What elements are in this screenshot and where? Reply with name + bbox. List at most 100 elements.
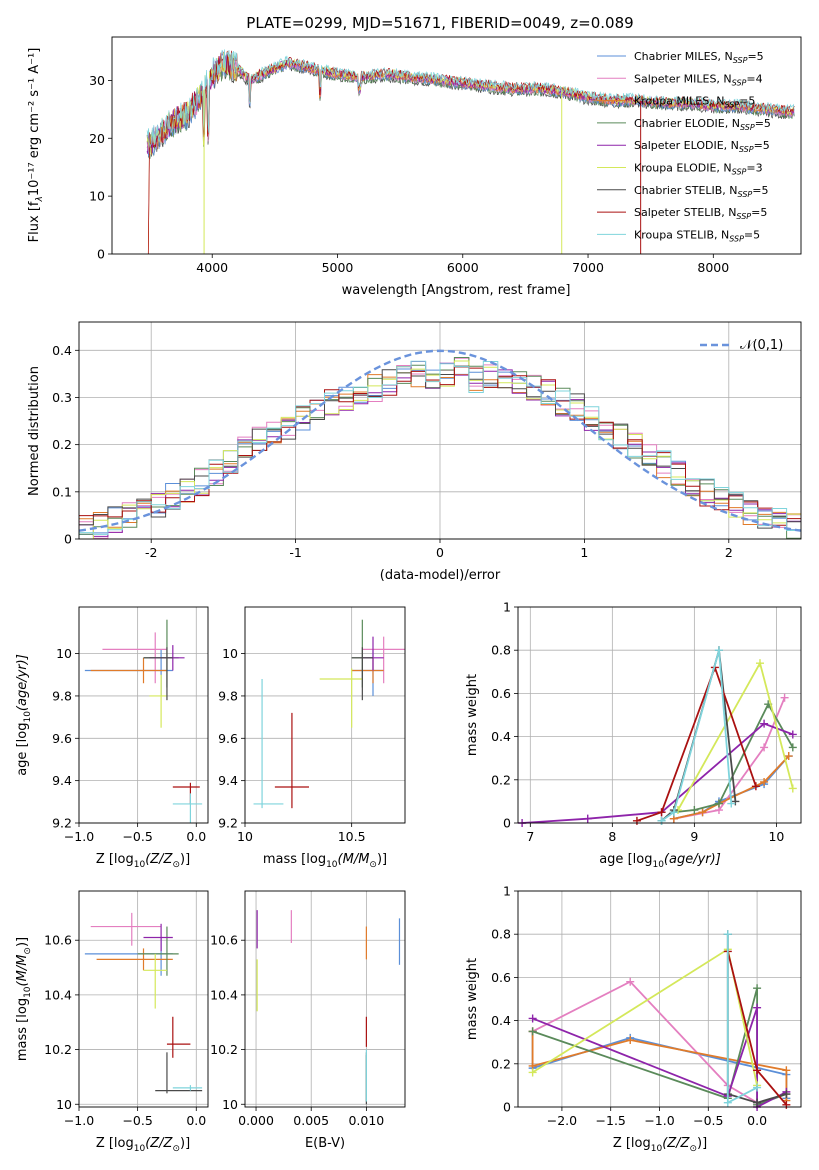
series-marker — [528, 1068, 537, 1077]
series-marker — [782, 1090, 791, 1099]
point-1 — [362, 636, 405, 684]
panel-mass_vs_Z: −1.0 −0.5 0.0 10 10.2 10.4 10.6 Z [log10(Z/Z⊙)]… — [15, 890, 209, 1154]
gridlines — [518, 606, 801, 824]
legend-entry: Salpeter ELODIE, NSSP=5 — [634, 139, 770, 154]
y-tick-label: 10.4 — [44, 987, 72, 1002]
series-5 — [528, 945, 762, 1090]
x-tick-label: 10 — [237, 829, 253, 844]
x-axis-label: age [log10(age/yr)] — [599, 852, 721, 870]
x-tick-label: -1 — [289, 545, 301, 560]
point-5 — [149, 674, 167, 728]
point-7 — [172, 782, 200, 804]
point-0 — [84, 649, 173, 696]
legend-entry: Chabrier STELIB, NSSP=5 — [634, 184, 768, 199]
panel-residuals: -2 -1 0 1 2 0 0.1 0.2 0.3 0.4 (data-model)/error No… — [27, 321, 802, 583]
gridlines — [79, 322, 801, 540]
legend-entry: Salpeter STELIB, NSSP=5 — [634, 206, 767, 221]
y-tick-label: 9.8 — [218, 688, 238, 703]
legend-entry: Chabrier ELODIE, NSSP=5 — [634, 117, 771, 132]
y-tick-label: 0.4 — [52, 343, 72, 358]
series-marker — [528, 1027, 537, 1036]
y-tick-label: 0.4 — [491, 729, 511, 744]
gridlines — [78, 891, 208, 1107]
y-tick-label: 9.2 — [52, 816, 72, 831]
y-tick-label: 9.4 — [218, 773, 238, 788]
axes-frame — [78, 606, 209, 824]
x-tick-label: −0.5 — [122, 829, 152, 844]
series-marker — [669, 808, 678, 817]
axes-frame — [78, 321, 802, 540]
axes-frame — [244, 606, 406, 824]
series-marker — [698, 808, 707, 817]
histogram-8 — [79, 360, 801, 539]
x-tick-label: 2 — [725, 545, 733, 560]
y-tick-label: 10.2 — [44, 1042, 72, 1057]
series-marker — [528, 1014, 537, 1023]
gridlines — [244, 607, 405, 824]
y-tick-label: 30 — [89, 73, 105, 88]
series-marker — [626, 1036, 635, 1045]
series-marker — [780, 693, 789, 702]
x-tick-label: 10 — [768, 829, 784, 844]
point-8 — [172, 1085, 203, 1091]
x-axis-label: Z [log10(Z/Z⊙)] — [96, 852, 190, 870]
series-line — [661, 649, 737, 822]
x-tick-label: 10.5 — [338, 829, 366, 844]
series-7 — [632, 663, 760, 825]
y-tick-label: 10 — [56, 1097, 72, 1112]
x-axis-label: E(B-V) — [305, 1136, 345, 1151]
series-marker — [782, 1100, 791, 1109]
y-tick-label: 10 — [222, 1097, 238, 1112]
series-line — [661, 649, 733, 822]
panel-weight_vs_Z: −2.0 −1.5 −1.0 −0.5 0.0 0 0.2 0.4 0.6 0.8 1 mass we… — [465, 884, 802, 1154]
y-axis-label: mass weight — [465, 958, 480, 1040]
panel-spectrum: 4000 5000 6000 7000 8000 0 10 20 30 wavelength [A… — [27, 36, 802, 298]
point-6 — [155, 1052, 203, 1094]
x-tick-label: −0.5 — [122, 1113, 152, 1128]
y-tick-label: 10.6 — [210, 933, 238, 948]
series-marker — [760, 719, 769, 728]
x-axis-label: Z [log10(Z/Z⊙)] — [96, 1136, 190, 1154]
point-0 — [351, 649, 384, 696]
x-tick-label: 0 — [436, 545, 444, 560]
point-6 — [351, 647, 373, 701]
y-tick-label: 10 — [56, 646, 72, 661]
x-tick-label: -2 — [145, 545, 157, 560]
point-4 — [143, 923, 173, 952]
legend-entry: Chabrier MILES, NSSP=5 — [634, 50, 764, 65]
series-marker — [782, 1066, 791, 1075]
histogram-6 — [79, 365, 801, 539]
axes-frame — [517, 606, 802, 824]
x-axis-label: wavelength [Angstrom, rest frame] — [342, 283, 571, 298]
series-marker — [753, 1083, 762, 1092]
point-1 — [90, 912, 162, 946]
series-marker — [731, 797, 740, 806]
x-tick-label: 9 — [690, 829, 698, 844]
point-7 — [166, 1016, 191, 1058]
series-marker — [784, 752, 793, 761]
point-8 — [172, 793, 203, 823]
y-tick-label: 0 — [503, 816, 511, 831]
y-tick-label: 0 — [97, 247, 105, 262]
point-2 — [96, 948, 173, 971]
axes-frame — [517, 890, 802, 1108]
figure-title: PLATE=0299, MJD=51671, FIBERID=0049, z=0… — [246, 14, 633, 32]
series-line — [673, 697, 786, 820]
gridlines — [245, 891, 405, 1107]
series-marker — [723, 1098, 732, 1107]
y-axis-label: mass [log10(M/M⊙)] — [15, 937, 33, 1061]
series-marker — [714, 799, 723, 808]
x-tick-label: 0.000 — [238, 1113, 274, 1128]
x-tick-label: 0.005 — [293, 1113, 329, 1128]
series-marker — [626, 977, 635, 986]
panel-weight_vs_age: 7 8 9 10 0 0.2 0.4 0.6 0.8 1 mass weight age [log10… — [465, 600, 802, 870]
point-5 — [143, 953, 167, 1009]
series-marker — [727, 799, 736, 808]
y-tick-label: 1 — [503, 600, 511, 615]
axes-frame — [78, 890, 209, 1108]
x-tick-label: 1 — [580, 545, 588, 560]
y-tick-label: 0.8 — [491, 927, 511, 942]
series-marker — [751, 782, 760, 791]
y-tick-label: 9.4 — [52, 773, 72, 788]
x-tick-label: −1.0 — [644, 1113, 674, 1128]
